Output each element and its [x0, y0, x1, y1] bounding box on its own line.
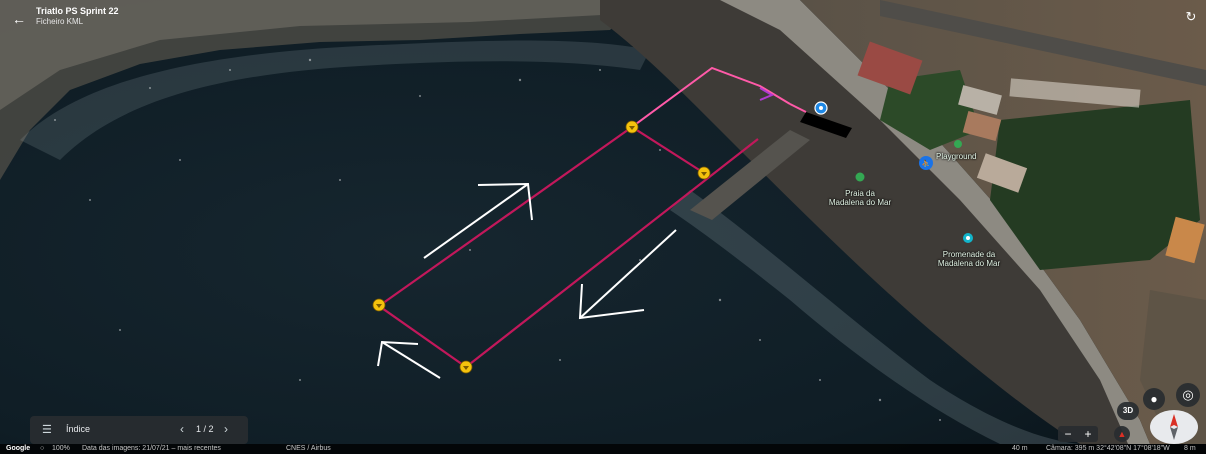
surf-band	[20, 40, 650, 160]
arrow-outbound-shaft	[423, 183, 529, 259]
previous-page-button[interactable]: ‹	[180, 422, 184, 436]
view-3d-button[interactable]: 3D	[1117, 402, 1139, 420]
promenade-label[interactable]: Promenade da Madalena do Mar	[924, 250, 1014, 268]
compass-needle	[1170, 414, 1178, 440]
document-title: Triatlo PS Sprint 22	[36, 6, 119, 16]
park-poi-icon[interactable]	[954, 140, 962, 148]
elevation-readout: 8 m	[1184, 445, 1196, 452]
buoy-marker-4[interactable]	[459, 360, 473, 374]
arrow-return-shaft	[579, 229, 677, 319]
zoom-out-button[interactable]: −	[1064, 427, 1072, 441]
index-label[interactable]: Índice	[66, 424, 91, 434]
zoom-in-button[interactable]: +	[1084, 427, 1092, 441]
zoom-control[interactable]: − +	[1058, 426, 1098, 442]
imagery-date[interactable]: Data das imagens: 21/07/21 – mais recent…	[82, 445, 221, 452]
rocky-coast	[0, 0, 640, 180]
beach-label[interactable]: Praia da Madalena do Mar	[812, 189, 908, 207]
building	[976, 153, 1028, 193]
svg-text:⛹: ⛹	[922, 159, 931, 168]
beach-label-line2: Madalena do Mar	[828, 198, 892, 207]
pegman-icon[interactable]: ●	[1143, 388, 1165, 410]
swim-course-route[interactable]	[377, 126, 759, 369]
building-orange	[1165, 216, 1205, 264]
entry-exit-route[interactable]	[631, 66, 791, 128]
page-indicator: 1 / 2	[196, 424, 214, 434]
building	[962, 110, 1002, 142]
google-logo: Google	[6, 445, 31, 452]
water-glints	[54, 58, 941, 421]
tilt-icon[interactable]: ▲	[1114, 426, 1130, 442]
arrow-left-icon[interactable]: ←	[12, 11, 26, 27]
index-panel[interactable]: ☰ Índice ‹ 1 / 2 ›	[30, 416, 248, 444]
zoom-level: 100%	[52, 445, 70, 452]
buoy-marker-3[interactable]	[372, 298, 386, 312]
road	[880, 0, 1206, 86]
beach-poi-icon[interactable]	[855, 172, 865, 182]
playground-icon[interactable]: ⛹	[919, 156, 933, 170]
entry-exit-route-end	[789, 103, 807, 113]
promenade-label-line1: Promenade da	[942, 250, 996, 259]
breakwater	[690, 130, 810, 220]
rotate-icon[interactable]: ↻	[1185, 9, 1197, 24]
scale-bar: 40 m	[1012, 445, 1028, 452]
my-location-icon[interactable]: ◎	[1176, 383, 1200, 407]
building-red	[857, 41, 923, 95]
arrow-outbound-head	[477, 182, 533, 221]
imagery-attribution: CNES / Airbus	[286, 445, 331, 452]
top-bar: ← Triatlo PS Sprint 22 Ficheiro KML ↻	[0, 0, 1206, 30]
arrow-start-shaft	[381, 341, 441, 379]
route-direction-chevron	[759, 87, 775, 101]
jetty	[800, 112, 852, 138]
promenade-poi-icon[interactable]	[963, 233, 973, 243]
next-page-button[interactable]: ›	[224, 422, 228, 436]
beach-label-line1: Praia da	[845, 189, 875, 198]
playground-label[interactable]: Playground	[936, 152, 977, 161]
building-row	[1009, 78, 1141, 108]
arrow-start-head	[377, 340, 419, 367]
arrow-return-head	[578, 283, 645, 320]
beach-sand	[600, 0, 1130, 444]
buoy-markers[interactable]	[372, 120, 711, 374]
globe-icon: ○	[40, 445, 45, 452]
location-pin-icon[interactable]	[814, 101, 828, 115]
rocky-coast-highlight	[0, 0, 640, 110]
list-icon: ☰	[42, 424, 52, 436]
compass-icon[interactable]	[1150, 410, 1198, 444]
promenade-label-line2: Madalena do Mar	[937, 259, 1001, 268]
status-bar: Google ○ 100% Data das imagens: 21/07/21…	[0, 444, 1206, 454]
swim-course-route-segment[interactable]	[631, 126, 705, 174]
building	[958, 85, 1002, 115]
buoy-marker-1[interactable]	[625, 120, 639, 134]
document-subtitle: Ficheiro KML	[36, 17, 84, 26]
buoy-marker-2[interactable]	[697, 166, 711, 180]
camera-readout: Câmara: 395 m 32°42'08"N 17°08'18"W	[1046, 445, 1170, 452]
vegetation	[990, 100, 1200, 270]
direction-arrows	[377, 182, 677, 379]
